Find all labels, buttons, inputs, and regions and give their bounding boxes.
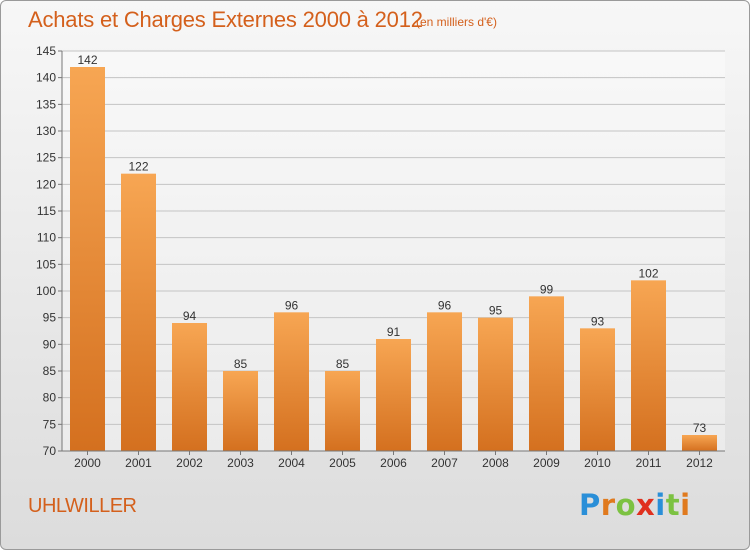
data-label: 94	[183, 309, 197, 323]
bar-2006	[376, 339, 411, 451]
commune-name: UHLWILLER	[28, 495, 137, 517]
x-tick-label: 2008	[482, 456, 509, 470]
bar-2007	[427, 312, 462, 451]
data-label: 95	[489, 304, 503, 318]
x-tick-label: 2010	[584, 456, 611, 470]
bar-2004	[274, 312, 309, 451]
bar-2002	[172, 323, 207, 451]
x-tick-label: 2005	[329, 456, 356, 470]
y-tick-label: 130	[36, 124, 56, 138]
data-label: 122	[128, 160, 148, 174]
axes-layer	[58, 50, 725, 455]
y-tick-label: 135	[36, 97, 56, 111]
data-label: 91	[387, 325, 401, 339]
data-label: 142	[77, 53, 97, 67]
x-tick-label: 2000	[74, 456, 101, 470]
labels-layer: 70 75 80 85 90 95 100 105 110 115 120 125 130 135 140 1…	[36, 44, 713, 470]
x-tick-label: 2009	[533, 456, 560, 470]
chart-title: Achats et Charges Externes 2000 à 2012	[28, 7, 423, 32]
chart-subtitle: (en milliers d'€)	[416, 15, 497, 29]
y-tick-label: 70	[43, 444, 57, 458]
y-tick-label: 120	[36, 177, 56, 191]
proxiti-logo[interactable]: Proxiti	[579, 488, 691, 522]
y-tick-label: 145	[36, 44, 56, 58]
bar-2011	[631, 280, 666, 451]
x-tick-label: 2006	[380, 456, 407, 470]
y-tick-label: 95	[43, 311, 57, 325]
bar-2005	[325, 371, 360, 451]
y-tick-label: 80	[43, 391, 57, 405]
bar-2012	[682, 435, 717, 451]
logo-letter: t	[665, 488, 681, 522]
logo-letter: x	[636, 488, 656, 522]
data-label: 99	[540, 282, 554, 296]
logo-letter: i	[655, 488, 666, 522]
bar-2000	[70, 67, 105, 451]
y-tick-label: 85	[43, 364, 57, 378]
y-tick-label: 140	[36, 71, 56, 85]
bar-2009	[529, 296, 564, 451]
x-tick-label: 2004	[278, 456, 305, 470]
y-tick-label: 115	[37, 204, 56, 218]
bar-2003	[223, 371, 258, 451]
bar-2008	[478, 317, 513, 451]
logo-letter: o	[615, 488, 637, 522]
x-tick-label: 2007	[431, 456, 458, 470]
y-tick-label: 75	[43, 417, 57, 431]
logo-letter: i	[680, 488, 691, 522]
logo-letter: r	[600, 488, 616, 522]
y-tick-label: 90	[43, 337, 57, 351]
x-tick-label: 2003	[227, 456, 254, 470]
logo-letter: P	[579, 488, 601, 522]
y-tick-label: 125	[36, 151, 56, 165]
x-tick-label: 2011	[636, 456, 662, 470]
data-label: 73	[693, 421, 707, 435]
data-label: 85	[336, 357, 350, 371]
data-label: 96	[285, 298, 299, 312]
data-label: 85	[234, 357, 248, 371]
bar-2010	[580, 328, 615, 451]
bar-2001	[121, 173, 156, 451]
y-tick-label: 110	[37, 231, 56, 245]
bars-layer	[70, 67, 717, 451]
x-tick-label: 2012	[686, 456, 713, 470]
x-tick-label: 2002	[176, 456, 203, 470]
x-tick-label: 2001	[125, 456, 152, 470]
data-label: 102	[638, 266, 658, 280]
y-tick-label: 105	[36, 257, 56, 271]
data-label: 96	[438, 298, 452, 312]
y-tick-label: 100	[36, 284, 56, 298]
data-label: 93	[591, 314, 605, 328]
